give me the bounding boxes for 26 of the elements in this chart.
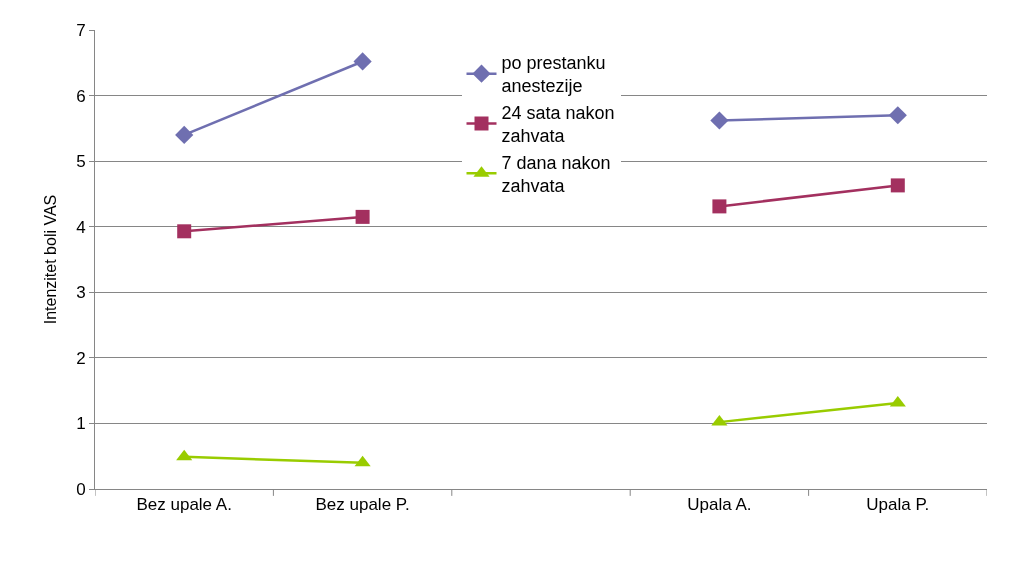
point bbox=[710, 111, 729, 130]
legend-label: po prestanku anestezije bbox=[501, 52, 606, 97]
x-tick-label: Bez upale P. bbox=[315, 495, 410, 515]
y-tick-label: 0 bbox=[76, 479, 86, 499]
y-tick-label: 5 bbox=[76, 152, 86, 172]
y-tick-label: 7 bbox=[76, 20, 86, 40]
point bbox=[712, 199, 727, 214]
legend-label: 7 dana nakon zahvata bbox=[501, 152, 611, 196]
point bbox=[353, 52, 372, 71]
y-axis-title: Intenzitet boli VAS bbox=[42, 194, 60, 325]
point bbox=[177, 224, 192, 239]
point bbox=[888, 106, 907, 125]
y-tick-label: 4 bbox=[76, 217, 86, 237]
point bbox=[354, 455, 371, 467]
point bbox=[890, 178, 905, 193]
legend-label: 24 sata nakon zahvata bbox=[501, 102, 615, 147]
x-tick-label: Bez upale A. bbox=[136, 495, 232, 515]
point bbox=[175, 125, 194, 145]
y-tick-label: 3 bbox=[76, 283, 86, 303]
y-tick-label: 1 bbox=[76, 414, 86, 434]
y-tick-label: 6 bbox=[76, 86, 86, 106]
point bbox=[176, 449, 193, 461]
point bbox=[355, 209, 370, 224]
y-tick-label: 2 bbox=[76, 348, 86, 368]
x-tick-label: Upala A. bbox=[687, 495, 752, 515]
x-tick-label: Upala P. bbox=[866, 495, 930, 515]
